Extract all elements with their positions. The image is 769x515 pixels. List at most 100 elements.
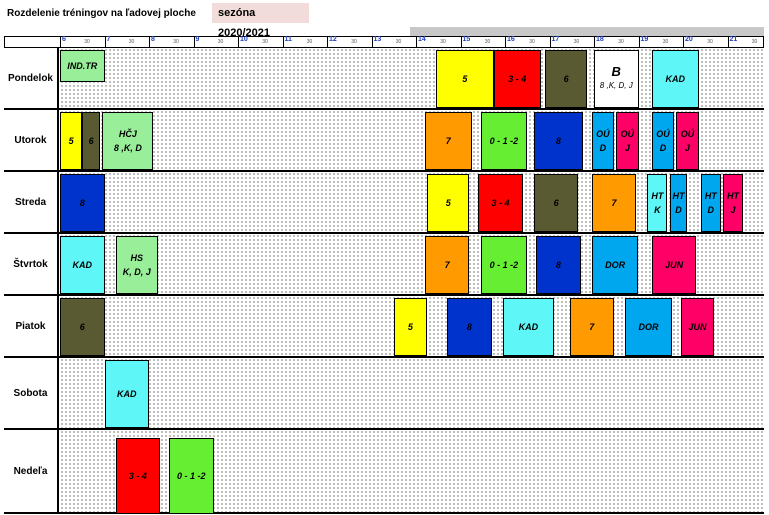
hour-label: 19 [640,36,649,43]
training-block-label: 3 - 4 [508,74,527,84]
training-block[interactable]: OÚ D [651,112,675,170]
training-block[interactable]: 3 - 4 [115,438,161,514]
training-block[interactable]: KAD [104,360,149,428]
hour-separator [193,36,195,47]
training-block-label: HT [651,191,664,201]
training-block[interactable]: 0 - 1 -2 [480,236,528,294]
training-block[interactable]: HS K, D, J [115,236,158,294]
training-block[interactable]: IND.TR [60,50,105,82]
training-block-label: HT [727,191,740,201]
training-block[interactable]: 8 [536,236,581,294]
hour-label: 21 [729,36,738,43]
ice-time-grid [60,234,764,294]
header-grey-bar [410,27,764,36]
day-label: Utorok [4,110,59,170]
hour-label: 20 [685,36,693,43]
training-block[interactable]: KAD [60,236,105,294]
training-block[interactable]: HT D [669,174,688,232]
half-hour-label: 30 [351,39,357,45]
training-block[interactable]: KAD [502,298,554,356]
training-block[interactable]: 3 - 4 [493,50,541,108]
training-block-label: K, D, J [122,267,151,277]
training-block[interactable]: JUN [680,298,715,356]
day-row: Streda 8 5 3 - 4 6 7 HT K HT D HT D HT J [4,172,764,234]
training-block[interactable]: HT D [700,174,721,232]
half-hour-label: 30 [751,39,758,45]
training-block-label: 0 - 1 -2 [489,136,519,146]
training-block[interactable]: JUN [651,236,697,294]
hour-label: 18 [596,36,604,43]
training-block[interactable]: HČJ 8 ,K, D [102,112,154,170]
training-block[interactable]: 5 [60,112,83,170]
training-block[interactable]: OÚ D [591,112,615,170]
half-hour-label: 30 [173,39,179,45]
training-block[interactable]: 5 [427,174,470,232]
training-block-label: HS [130,253,144,263]
hour-header: 6 30 7 30 8 30 9 30 10 30 11 30 12 30 13 30 14 30 15 30 16 30… [4,36,764,48]
training-block[interactable]: B 8 ,K, D, J [594,50,639,108]
half-hour-label: 30 [217,39,224,45]
hour-separator [149,36,150,47]
half-hour-label: 30 [262,39,268,45]
half-hour-label: 30 [440,39,446,45]
hour-label: 12 [329,36,337,43]
half-hour-label: 30 [128,39,135,45]
training-block-label: 8 [79,198,85,208]
half-hour-label: 30 [84,39,90,45]
training-block[interactable]: 6 [82,112,101,170]
training-block[interactable]: 0 - 1 -2 [480,112,528,170]
half-hour-label: 30 [618,39,624,45]
day-row: Nedeľa 3 - 4 0 - 1 -2 [4,430,764,514]
training-block-label: 0 - 1 -2 [489,260,519,270]
training-block[interactable]: OÚ J [616,112,639,170]
training-block[interactable]: HT J [723,174,744,232]
hour-separator [416,36,417,47]
hour-separator [282,36,284,47]
training-block[interactable]: 7 [424,112,472,170]
training-block[interactable]: 8 [60,174,105,232]
training-block[interactable]: DOR [625,298,672,356]
training-block-label: 7 [445,136,451,146]
training-block[interactable]: 8 [533,112,583,170]
training-block[interactable]: 6 [545,50,588,108]
training-block-label: 8 [555,260,561,270]
hour-separator [60,36,61,47]
training-block-label: JUN [665,260,684,270]
half-hour-label: 30 [395,39,402,45]
training-block-label: 3 - 4 [491,198,510,208]
training-block-label: DOR [638,322,659,332]
training-block[interactable]: DOR [591,236,639,294]
training-block-label: 6 [88,136,94,146]
training-block[interactable]: HT K [647,174,668,232]
training-block-label: KAD [665,74,685,84]
training-block-label: OÚ [680,129,695,139]
ice-time-grid [60,110,764,170]
training-block-label: 8 ,K, D, J [599,81,633,90]
training-block[interactable]: 0 - 1 -2 [169,438,214,514]
training-block-label: J [684,143,690,153]
day-label: Pondelok [4,48,59,108]
training-block[interactable]: 6 [533,174,579,232]
ice-time-grid [60,430,764,512]
day-row: Piatok 6 5 8 KAD 7 DOR JUN [4,296,764,358]
training-block[interactable]: 5 [436,50,494,108]
training-block[interactable]: 7 [569,298,615,356]
training-block[interactable]: 3 - 4 [478,174,523,232]
hour-label: 10 [240,36,248,43]
training-block[interactable]: 6 [60,298,105,356]
day-label: Sobota [4,358,59,428]
day-row: Sobota KAD [4,358,764,430]
training-block[interactable]: 8 [447,298,492,356]
hour-label: 9 [195,36,200,43]
training-block-label: 5 [445,198,451,208]
training-block[interactable]: OÚ J [676,112,699,170]
training-block[interactable]: 7 [424,236,470,294]
hour-separator [549,36,551,47]
training-block[interactable]: KAD [651,50,699,108]
training-block[interactable]: 5 [393,298,428,356]
season-label: sezóna 2020/2021 [212,3,309,39]
hour-separator [594,36,595,47]
hour-separator [371,36,373,47]
hour-label: 16 [507,36,515,43]
training-block[interactable]: 7 [591,174,637,232]
